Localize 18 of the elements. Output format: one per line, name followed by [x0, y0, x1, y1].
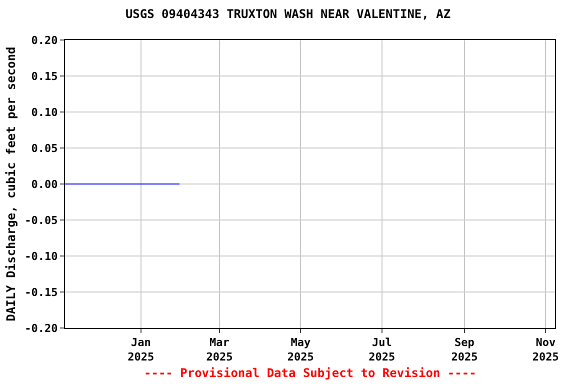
- y-tick-label: 0.20: [31, 34, 58, 47]
- x-tick-label: Sep 2025: [451, 336, 478, 364]
- x-tick-label: Mar 2025: [206, 336, 233, 364]
- y-axis-title: DAILY Discharge, cubic feet per second: [4, 46, 18, 322]
- x-tick-label: Jan 2025: [128, 336, 154, 364]
- y-tick-label: -0.05: [24, 214, 58, 227]
- x-tick-label: Nov 2025: [532, 336, 559, 364]
- y-tick-label: 0.05: [31, 142, 58, 155]
- y-tick-label: -0.10: [24, 250, 58, 263]
- x-tick-label: Jul 2025: [368, 336, 396, 364]
- y-tick-label: 0.15: [31, 70, 58, 83]
- x-tick-label: May 2025: [287, 336, 314, 364]
- text: ---- Provisional Data Subject to Revision ----: [144, 366, 476, 380]
- y-tick-label: 0.10: [31, 106, 58, 119]
- y-tick-label: -0.15: [24, 286, 58, 299]
- chart-title: USGS 09404343 TRUXTON WASH NEAR VALENTINE, AZ: [125, 7, 451, 21]
- y-tick-label: 0.00: [31, 178, 58, 191]
- y-tick-label: -0.20: [24, 322, 58, 335]
